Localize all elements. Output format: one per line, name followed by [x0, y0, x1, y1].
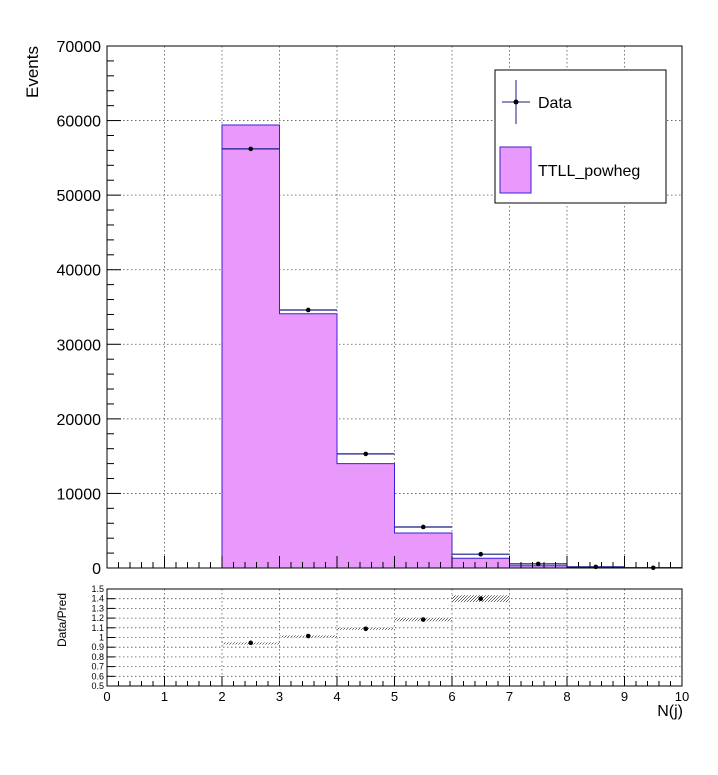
x-tick-label: 8 — [563, 689, 570, 704]
ratio-y-tick-label: 1.1 — [91, 623, 104, 633]
main-y-tick-label: 60000 — [57, 114, 102, 131]
x-tick-label: 6 — [448, 689, 455, 704]
main-y-tick-label: 40000 — [57, 263, 102, 280]
main-y-tick-label: 50000 — [57, 188, 102, 205]
main-y-tick-label: 70000 — [57, 39, 102, 56]
mc-bar — [452, 558, 510, 568]
ratio-points — [248, 596, 484, 646]
ratio-y-tick-label: 1.3 — [91, 603, 104, 613]
ratio-y-tick-label: 1 — [99, 633, 104, 643]
x-tick-label: 10 — [675, 689, 689, 704]
ratio-y-tick-label: 0.6 — [91, 671, 104, 681]
data-point — [535, 561, 541, 567]
main-y-tick-labels: 0 10000 20000 30000 40000 50000 60000 70000 — [57, 39, 102, 578]
mc-bar — [279, 313, 337, 568]
mc-bar — [394, 532, 452, 568]
legend-data-marker — [513, 99, 519, 105]
ratio-point — [305, 633, 311, 639]
ratio-uncertainty-bands — [222, 595, 510, 645]
ratio-point — [478, 596, 484, 601]
ratio-y-axis-title: Data/Pred — [55, 593, 69, 647]
ratio-grid — [106, 588, 683, 687]
x-tick-label: 7 — [506, 689, 513, 704]
ratio-y-tick-label: 1.5 — [91, 584, 104, 594]
x-axis-title: N(j) — [657, 703, 683, 720]
ratio-point — [363, 626, 369, 632]
legend: Data TTLL_powheg — [494, 69, 667, 204]
x-tick-label: 9 — [621, 689, 628, 704]
ratio-y-tick-label: 1.4 — [91, 594, 104, 604]
data-point — [248, 146, 254, 152]
main-y-tick-label: 10000 — [57, 486, 102, 503]
data-point — [305, 307, 311, 313]
ratio-point — [420, 617, 426, 622]
mc-bar — [337, 463, 395, 568]
ratio-y-tick-label: 1.2 — [91, 613, 104, 623]
y-axis-title: Events — [23, 46, 42, 98]
ratio-y-tick-label: 0.8 — [91, 652, 104, 662]
x-tick-label: 0 — [103, 689, 110, 704]
x-tick-label: 4 — [333, 689, 340, 704]
data-point — [420, 524, 426, 530]
legend-data-label: Data — [538, 95, 572, 112]
x-tick-label: 1 — [161, 689, 168, 704]
mc-histogram — [107, 124, 682, 569]
ratio-y-tick-label: 0.7 — [91, 662, 104, 672]
mc-bar — [222, 125, 280, 568]
data-point — [478, 551, 484, 557]
ratio-point — [248, 640, 254, 646]
ratio-y-tick-label: 0.5 — [91, 681, 104, 691]
main-plot-panel: 0 10000 20000 30000 40000 50000 60000 70000 Eve… — [23, 39, 683, 578]
main-axis-ticks — [106, 45, 683, 569]
ratio-y-tick-label: 0.9 — [91, 642, 104, 652]
x-tick-label: 2 — [218, 689, 225, 704]
x-tick-label: 5 — [391, 689, 398, 704]
x-tick-labels: 0 1 2 3 4 5 6 7 8 9 10 — [103, 689, 689, 704]
main-y-tick-label: 0 — [92, 561, 101, 578]
main-y-tick-label: 30000 — [57, 337, 102, 354]
ratio-axis-ticks — [106, 588, 683, 687]
data-point — [363, 451, 369, 457]
legend-mc-swatch — [499, 146, 532, 194]
ratio-y-tick-labels: 0.50.60.70.80.911.11.21.31.41.5 — [91, 584, 104, 691]
mc-bar — [509, 565, 567, 568]
x-tick-label: 3 — [276, 689, 283, 704]
main-y-tick-label: 20000 — [57, 412, 102, 429]
legend-mc-label: TTLL_powheg — [538, 163, 640, 180]
